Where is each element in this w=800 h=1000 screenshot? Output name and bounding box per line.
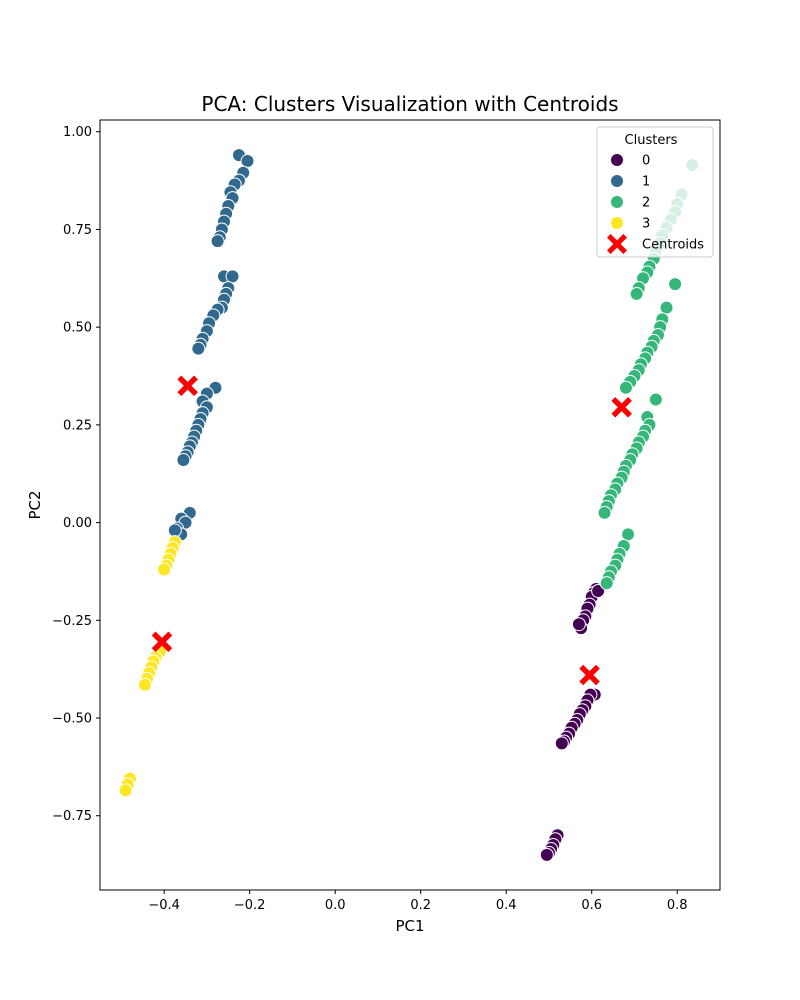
y-tick-label: −0.50 xyxy=(52,712,92,727)
legend-marker xyxy=(610,216,624,230)
point-cluster-2 xyxy=(648,392,663,407)
legend-label: Centroids xyxy=(642,238,704,253)
point-cluster-1 xyxy=(167,523,182,538)
point-cluster-0 xyxy=(571,617,586,632)
point-cluster-2 xyxy=(618,380,633,395)
series-cluster-2 xyxy=(597,157,700,591)
point-cluster-1 xyxy=(191,341,206,356)
centroid-marker xyxy=(611,396,633,418)
x-tick-label: 0.2 xyxy=(410,898,431,913)
y-tick-label: 0.25 xyxy=(63,418,92,433)
y-axis: −0.75 −0.50 −0.25 0.00 0.25 0.50 0.75 1.00 xyxy=(52,125,100,824)
point-cluster-0 xyxy=(554,736,569,751)
x-tick-label: 0.4 xyxy=(496,898,517,913)
plot-frame xyxy=(99,119,721,891)
point-cluster-2 xyxy=(597,505,612,520)
centroid-marker xyxy=(177,375,199,397)
centroid-layer xyxy=(151,375,633,686)
point-cluster-2 xyxy=(599,576,614,591)
x-tick-label: −0.4 xyxy=(148,898,180,913)
legend-box xyxy=(596,126,714,258)
legend-title: Clusters xyxy=(625,133,678,148)
y-tick-label: 0.75 xyxy=(63,223,92,238)
point-cluster-0 xyxy=(539,847,554,862)
centroid-marker xyxy=(151,631,173,653)
y-tick-label: 0.50 xyxy=(63,321,92,336)
y-axis-label: PC2 xyxy=(26,490,44,519)
y-tick-label: 0.00 xyxy=(63,516,92,531)
legend-marker xyxy=(607,234,627,254)
y-tick-label: −0.25 xyxy=(52,614,92,629)
legend-marker xyxy=(610,195,624,209)
x-tick-label: 0.6 xyxy=(581,898,602,913)
point-cluster-1 xyxy=(240,154,255,169)
point-cluster-2 xyxy=(621,527,636,542)
point-cluster-3 xyxy=(157,562,172,577)
centroid-marker xyxy=(579,664,600,686)
legend-marker xyxy=(610,174,624,188)
legend-marker xyxy=(610,153,624,167)
plot-area xyxy=(118,148,700,862)
point-cluster-3 xyxy=(118,783,133,798)
point-cluster-1 xyxy=(225,269,240,284)
x-axis-label: PC1 xyxy=(395,917,424,935)
y-tick-label: 1.00 xyxy=(63,125,92,140)
legend-label: 0 xyxy=(642,154,650,169)
chart-title: PCA: Clusters Visualization with Centroi… xyxy=(201,92,618,116)
x-axis: −0.4 −0.2 0.0 0.2 0.4 0.6 0.8 xyxy=(148,890,688,913)
point-cluster-2 xyxy=(629,286,644,301)
legend-label: 3 xyxy=(642,217,650,232)
series-cluster-3 xyxy=(118,535,182,798)
y-tick-label: −0.75 xyxy=(52,809,92,824)
point-cluster-2 xyxy=(668,277,683,292)
legend-label: 2 xyxy=(642,196,650,211)
point-cluster-1 xyxy=(210,234,225,249)
point-cluster-1 xyxy=(176,453,191,468)
x-tick-label: −0.2 xyxy=(234,898,266,913)
point-cluster-2 xyxy=(659,300,674,315)
x-tick-label: 0.0 xyxy=(325,898,346,913)
series-cluster-1 xyxy=(167,148,255,542)
x-tick-label: 0.8 xyxy=(667,898,688,913)
series-cluster-0 xyxy=(539,582,606,862)
legend-label: 1 xyxy=(642,175,650,190)
legend: Clusters 0 1 2 3 Centroids xyxy=(596,126,714,258)
point-cluster-3 xyxy=(137,677,152,692)
